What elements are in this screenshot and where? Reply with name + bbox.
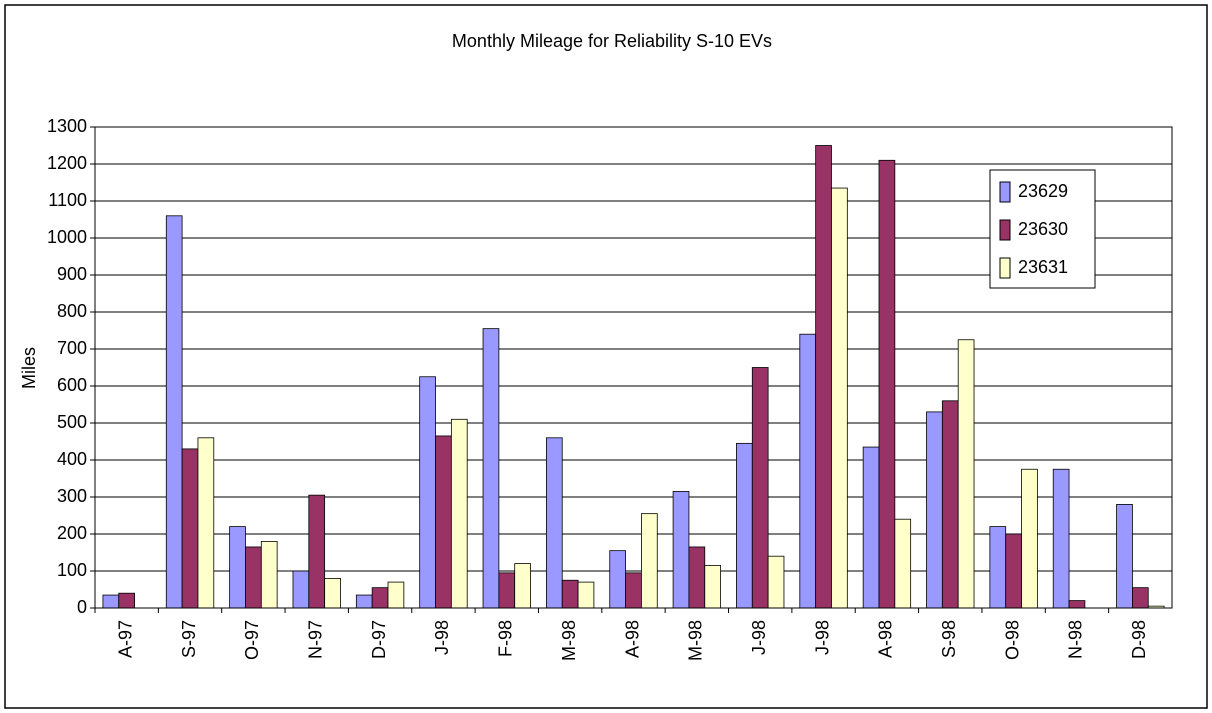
bar bbox=[324, 578, 341, 609]
bar bbox=[609, 550, 626, 609]
x-tick-label: J-98 bbox=[812, 620, 832, 655]
legend-swatch bbox=[999, 181, 1011, 203]
bar bbox=[419, 376, 436, 609]
bar bbox=[625, 572, 642, 609]
x-tick-label: A-98 bbox=[876, 620, 896, 658]
bar bbox=[894, 518, 912, 609]
bar bbox=[926, 411, 943, 609]
bar bbox=[450, 418, 468, 609]
chart-title: Monthly Mileage for Reliability S-10 EVs bbox=[452, 31, 772, 51]
bar bbox=[245, 546, 262, 609]
bar bbox=[641, 513, 658, 609]
bar bbox=[672, 491, 690, 609]
x-tick-label: O-98 bbox=[1002, 620, 1022, 660]
x-tick-label: A-98 bbox=[622, 620, 642, 658]
y-tick-label: 900 bbox=[57, 264, 87, 284]
bar bbox=[387, 581, 405, 609]
legend-swatch bbox=[999, 219, 1011, 241]
bar bbox=[577, 581, 595, 609]
bar bbox=[815, 145, 832, 609]
y-tick-label: 1100 bbox=[48, 190, 87, 210]
bar bbox=[1068, 600, 1086, 609]
bar bbox=[751, 367, 769, 609]
bar bbox=[704, 565, 722, 609]
bar bbox=[831, 187, 848, 609]
x-tick-label: M-98 bbox=[686, 620, 706, 661]
bar bbox=[197, 437, 215, 609]
bar bbox=[767, 555, 785, 609]
legend-swatch bbox=[999, 257, 1011, 279]
bar bbox=[292, 570, 310, 609]
y-tick-label: 700 bbox=[57, 338, 87, 358]
bar bbox=[989, 526, 1007, 609]
bar bbox=[308, 494, 326, 609]
bar bbox=[1005, 533, 1022, 609]
x-tick-label: J-98 bbox=[749, 620, 769, 655]
x-tick-label: N-97 bbox=[305, 620, 325, 659]
bar bbox=[561, 579, 579, 609]
x-tick-label: O-97 bbox=[242, 620, 262, 660]
bar bbox=[102, 594, 120, 609]
y-tick-label: 1000 bbox=[47, 227, 87, 247]
x-tick-label: D-98 bbox=[1129, 620, 1149, 659]
bar bbox=[371, 587, 389, 609]
y-tick-label: 0 bbox=[77, 597, 87, 617]
bar bbox=[435, 435, 452, 609]
y-tick-label: 800 bbox=[57, 301, 87, 321]
bar bbox=[1132, 587, 1149, 609]
x-tick-label: M-98 bbox=[559, 620, 579, 661]
y-tick-label: 100 bbox=[57, 560, 87, 580]
x-tick-label: F-98 bbox=[496, 620, 516, 657]
y-axis-label: Miles bbox=[19, 347, 39, 389]
bar bbox=[941, 400, 959, 609]
legend-label: 23629 bbox=[1018, 181, 1068, 201]
bar bbox=[1021, 468, 1038, 609]
bar bbox=[260, 541, 278, 609]
bar bbox=[482, 328, 500, 609]
y-tick-label: 600 bbox=[57, 375, 87, 395]
y-tick-label: 500 bbox=[57, 412, 87, 432]
bar bbox=[355, 594, 373, 609]
bar bbox=[514, 563, 531, 609]
y-tick-label: 400 bbox=[57, 449, 87, 469]
bar bbox=[878, 159, 896, 609]
x-tick-label: S-97 bbox=[179, 620, 199, 658]
bar bbox=[165, 215, 183, 609]
bar bbox=[799, 333, 817, 609]
y-tick-label: 1300 bbox=[47, 116, 87, 136]
y-tick-label: 200 bbox=[57, 523, 87, 543]
x-tick-label: A-97 bbox=[115, 620, 135, 658]
bar bbox=[688, 546, 706, 609]
y-tick-label: 300 bbox=[57, 486, 87, 506]
bar bbox=[545, 437, 563, 609]
x-tick-label: J-98 bbox=[432, 620, 452, 655]
bar bbox=[498, 572, 516, 609]
bar bbox=[1116, 503, 1133, 609]
y-tick-label: 1200 bbox=[47, 153, 87, 173]
legend-label: 23631 bbox=[1018, 257, 1068, 277]
bar bbox=[862, 446, 880, 609]
bar bbox=[736, 442, 753, 609]
x-tick-label: S-98 bbox=[939, 620, 959, 658]
bar bbox=[957, 339, 975, 609]
bar bbox=[181, 448, 199, 609]
bar bbox=[1052, 468, 1070, 609]
x-tick-label: N-98 bbox=[1066, 620, 1086, 659]
x-tick-label: D-97 bbox=[369, 620, 389, 659]
legend-label: 23630 bbox=[1018, 219, 1068, 239]
bar bbox=[118, 592, 135, 609]
bar bbox=[229, 526, 246, 609]
